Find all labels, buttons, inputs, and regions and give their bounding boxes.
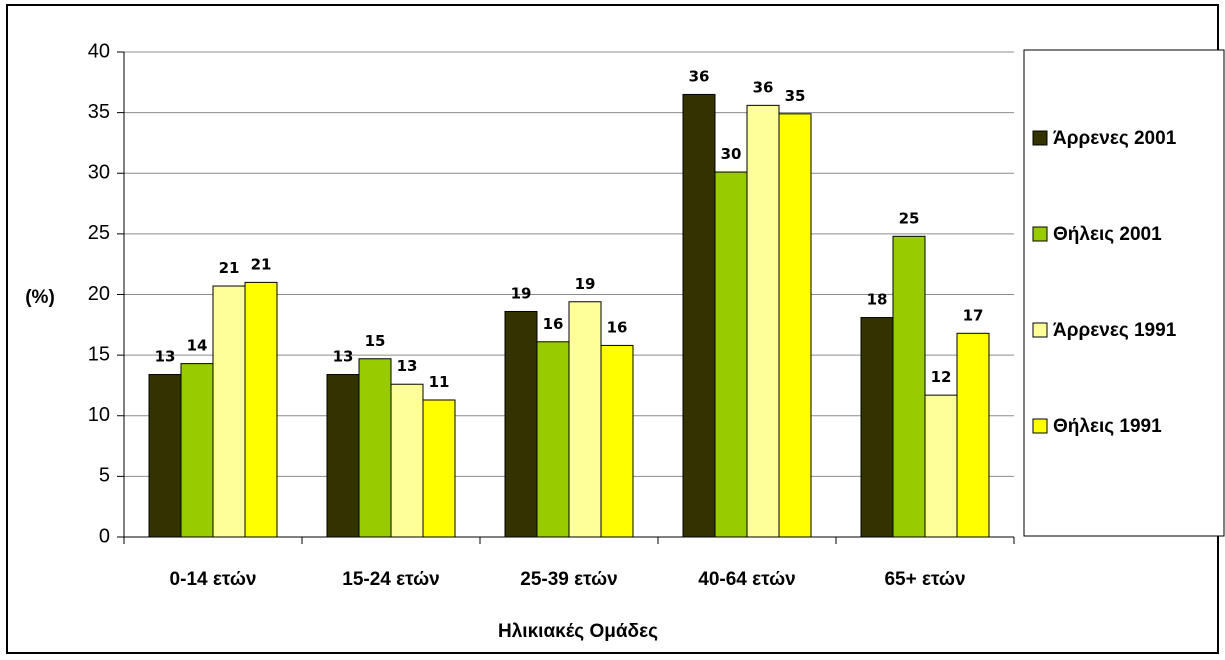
- data-label: 21: [251, 255, 272, 273]
- bar: [536, 341, 570, 538]
- legend-swatch: [1032, 226, 1048, 242]
- data-label: 14: [187, 337, 208, 355]
- y-tick-label: 40: [88, 40, 110, 62]
- x-category-label: 65+ ετών: [884, 569, 965, 590]
- bar: [358, 358, 392, 538]
- bar: [148, 374, 182, 538]
- data-label: 36: [753, 78, 774, 96]
- legend-label: Θήλεις 1991: [1053, 416, 1162, 437]
- bar: [390, 383, 424, 538]
- legend-swatch: [1032, 418, 1048, 434]
- data-label: 11: [429, 373, 450, 391]
- data-label: 15: [365, 332, 386, 350]
- bar: [326, 374, 360, 538]
- legend-label: Θήλεις 2001: [1053, 224, 1162, 245]
- data-label: 18: [867, 291, 888, 309]
- data-label: 16: [543, 315, 564, 333]
- x-category-label: 15-24 ετών: [342, 569, 439, 590]
- bar: [924, 394, 958, 538]
- bar: [212, 285, 246, 538]
- x-axis-category-labels: 0-14 ετών 15-24 ετών 25-39 ετών 40-64 ετών 6…: [170, 569, 966, 590]
- legend: Άρρενες 2001 Θήλεις 2001 Άρρενες 1991 Θήλει…: [1023, 49, 1225, 537]
- data-label: 17: [963, 306, 984, 324]
- legend-swatch: [1032, 322, 1048, 338]
- bar: [892, 235, 926, 538]
- bar: [956, 332, 990, 538]
- y-tick-label: 10: [88, 404, 110, 426]
- data-label: 13: [397, 357, 418, 375]
- bar: [714, 171, 748, 538]
- bar: [600, 344, 634, 538]
- data-label: 25: [899, 209, 920, 227]
- y-axis-title: (%): [25, 287, 55, 308]
- y-axis-ticks: 0 5 10 15 20 25 30 35 40: [88, 40, 124, 547]
- x-category-label: 40-64 ετών: [698, 569, 795, 590]
- data-label: 19: [575, 275, 596, 293]
- y-tick-label: 25: [88, 222, 110, 244]
- data-label: 13: [155, 348, 176, 366]
- bar: [422, 399, 456, 538]
- bar: [746, 104, 780, 538]
- data-label: 12: [931, 368, 952, 386]
- bar: [180, 363, 214, 538]
- y-tick-label: 0: [99, 525, 110, 547]
- bar: [568, 301, 602, 538]
- data-label: 35: [785, 87, 806, 105]
- data-label: 36: [689, 67, 710, 85]
- data-label: 30: [721, 145, 742, 163]
- data-label: 13: [333, 348, 354, 366]
- bar: [244, 281, 278, 538]
- y-tick-label: 5: [99, 465, 110, 487]
- bars: 13 14 21 21 13 15 13 11 19 16 19 16 36 30 36 35 18 25 12 17: [148, 67, 990, 538]
- bar: [504, 310, 538, 538]
- x-category-label: 0-14 ετών: [170, 569, 257, 590]
- axes: [123, 52, 1015, 544]
- x-category-label: 25-39 ετών: [520, 569, 617, 590]
- bar: [682, 93, 716, 538]
- legend-label: Άρρενες 2001: [1053, 128, 1177, 149]
- y-tick-label: 15: [88, 343, 110, 365]
- y-tick-label: 30: [88, 162, 110, 184]
- data-label: 16: [607, 318, 628, 336]
- x-axis-title: Ηλικιακές Ομάδες: [498, 621, 658, 642]
- bar: [860, 317, 894, 538]
- y-tick-label: 35: [88, 101, 110, 123]
- legend-label: Άρρενες 1991: [1053, 320, 1177, 341]
- y-tick-label: 20: [88, 283, 110, 305]
- bar: [778, 113, 812, 538]
- data-label: 21: [219, 259, 240, 277]
- legend-swatch: [1032, 130, 1048, 146]
- legend-box: [1023, 49, 1225, 537]
- data-label: 19: [511, 284, 532, 302]
